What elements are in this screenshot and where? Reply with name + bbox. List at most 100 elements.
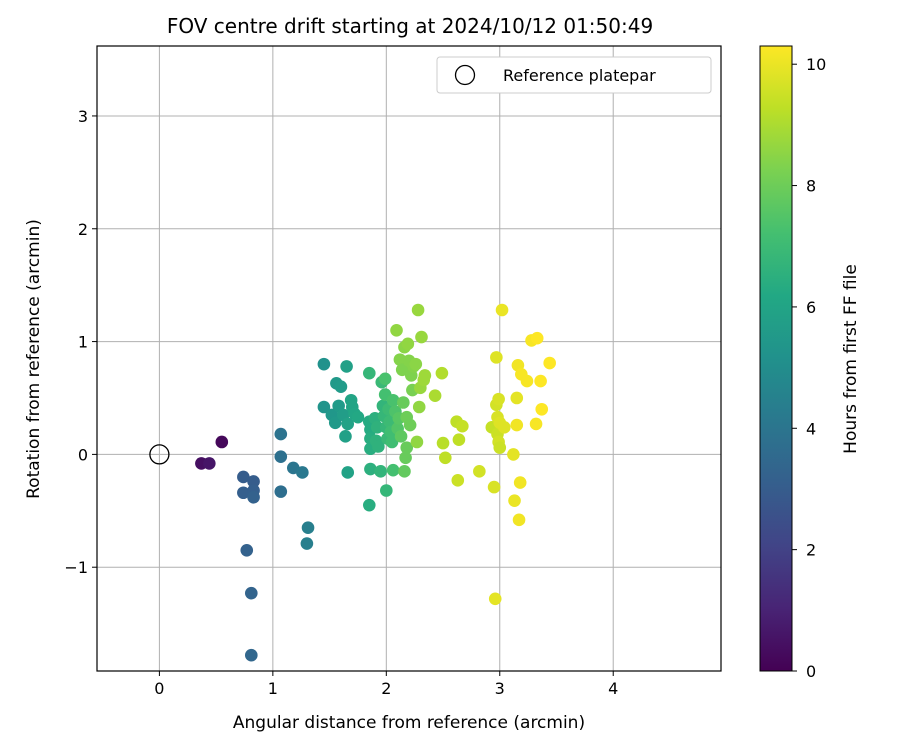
scatter-point xyxy=(428,389,442,403)
y-tick-label: 3 xyxy=(78,107,88,126)
scatter-point xyxy=(535,402,549,416)
x-tick-label: 4 xyxy=(608,679,618,698)
scatter-point xyxy=(401,337,415,351)
scatter-point xyxy=(534,374,547,388)
scatter-point xyxy=(512,513,526,527)
y-axis-label: Rotation from reference (arcmin) xyxy=(24,219,44,499)
colorbar-tick-label: 10 xyxy=(806,55,826,74)
y-axis-ticks: −1 0 1 2 3 xyxy=(64,107,97,577)
legend-label: Reference platepar xyxy=(503,66,656,85)
scatter-point xyxy=(301,521,315,535)
scatter-point xyxy=(493,441,507,454)
scatter-point xyxy=(274,427,288,441)
scatter-point xyxy=(247,475,260,488)
scatter-point xyxy=(341,417,355,431)
scatter-points xyxy=(195,303,556,662)
legend-box xyxy=(436,56,712,94)
colorbar-ticks: 0 2 4 6 8 10 xyxy=(792,55,826,681)
scatter-point xyxy=(399,451,412,465)
scatter-point xyxy=(403,418,417,432)
scatter-point xyxy=(495,303,509,317)
scatter-point xyxy=(409,357,423,371)
scatter-point xyxy=(300,537,314,550)
y-tick-label: 0 xyxy=(78,445,88,464)
scatter-point xyxy=(247,490,260,504)
scatter-point xyxy=(328,416,342,430)
scatter-point xyxy=(435,366,449,380)
colorbar-tick-label: 0 xyxy=(806,662,816,681)
scatter-point xyxy=(296,466,309,479)
scatter-point xyxy=(274,485,288,498)
scatter-point xyxy=(412,400,426,414)
scatter-point xyxy=(529,417,543,431)
scatter-point xyxy=(498,421,511,434)
legend-marker xyxy=(454,64,476,86)
scatter-point xyxy=(452,433,466,447)
scatter-point xyxy=(364,462,377,476)
scatter-point xyxy=(374,465,387,478)
scatter-point xyxy=(317,400,331,414)
scatter-point xyxy=(244,648,258,662)
scatter-point xyxy=(386,393,400,407)
scatter-point xyxy=(398,465,411,478)
scatter-point xyxy=(436,436,450,450)
scatter-point xyxy=(410,435,424,449)
scatter-point xyxy=(370,421,384,434)
scatter-point xyxy=(543,356,556,370)
scatter-point xyxy=(492,392,505,406)
colorbar-label: Hours from first FF file xyxy=(841,264,861,454)
scatter-point xyxy=(274,450,288,463)
scatter-point xyxy=(513,476,527,489)
scatter-point xyxy=(380,484,393,497)
scatter-point xyxy=(456,419,469,433)
y-tick-label: 2 xyxy=(78,220,88,239)
x-axis-label: Angular distance from reference (arcmin) xyxy=(233,713,585,733)
scatter-point xyxy=(490,351,503,364)
plot-frame xyxy=(96,45,722,672)
scatter-point xyxy=(530,331,544,345)
y-tick-label: −1 xyxy=(64,558,88,577)
scatter-point xyxy=(237,486,250,500)
scatter-point xyxy=(351,410,365,424)
scatter-point xyxy=(237,470,250,484)
scatter-point xyxy=(215,435,229,449)
x-axis-ticks: 0 1 2 3 4 xyxy=(154,671,618,698)
x-tick-label: 0 xyxy=(154,679,164,698)
reference-platepar-marker xyxy=(149,444,170,465)
scatter-point xyxy=(378,372,392,386)
scatter-point xyxy=(418,369,432,382)
scatter-point xyxy=(439,451,452,465)
colorbar-tick-label: 4 xyxy=(806,419,816,438)
scatter-point xyxy=(400,441,414,454)
scatter-point xyxy=(317,357,331,371)
scatter-point xyxy=(244,586,258,600)
colorbar-tick-label: 6 xyxy=(806,298,816,317)
scatter-point xyxy=(488,592,502,606)
x-tick-label: 3 xyxy=(495,679,505,698)
scatter-point xyxy=(372,440,385,453)
scatter-point xyxy=(411,303,425,317)
colorbar-tick-label: 8 xyxy=(806,177,816,196)
scatter-point xyxy=(510,391,524,405)
scatter-point xyxy=(385,435,399,449)
scatter-point xyxy=(510,418,524,432)
scatter-point xyxy=(507,448,520,461)
scatter-point xyxy=(415,330,428,344)
colorbar-tick-label: 2 xyxy=(806,541,816,560)
scatter-point xyxy=(203,457,216,470)
scatter-point xyxy=(473,465,486,478)
scatter-point xyxy=(240,543,254,557)
scatter-point xyxy=(394,430,408,443)
gridlines xyxy=(97,46,721,671)
scatter-point xyxy=(395,363,409,377)
scatter-point xyxy=(339,430,352,443)
legend: Reference platepar xyxy=(436,56,712,94)
scatter-point xyxy=(362,366,376,380)
scatter-point xyxy=(341,466,355,479)
scatter-point xyxy=(334,380,348,394)
scatter-point xyxy=(390,323,403,337)
scatter-point xyxy=(451,474,465,487)
scatter-point xyxy=(520,374,534,388)
